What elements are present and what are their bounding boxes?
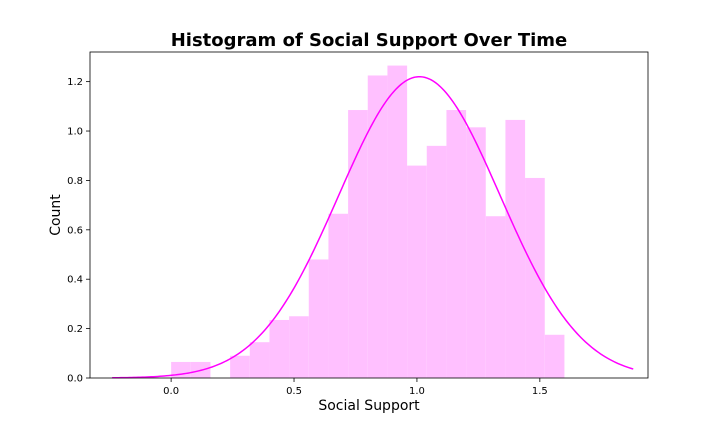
plot-frame bbox=[89, 51, 649, 379]
histogram-bar-7 bbox=[308, 259, 329, 378]
y-axis-ticks: 0.0 0.2 0.4 0.6 0.8 1.0 1.2 bbox=[67, 77, 90, 385]
histogram-bar-14 bbox=[446, 110, 467, 379]
histogram-bar-16 bbox=[485, 216, 506, 378]
y-tick-label: 1.0 bbox=[67, 127, 83, 138]
histogram-bar-3 bbox=[230, 355, 250, 378]
y-tick-label: 0.0 bbox=[67, 374, 83, 385]
x-tick-label: 1.5 bbox=[532, 386, 548, 397]
y-tick-label: 0.8 bbox=[67, 176, 83, 187]
histogram-bar-11 bbox=[387, 65, 408, 378]
histogram-bar-17 bbox=[505, 119, 526, 379]
bars-group bbox=[171, 65, 565, 379]
histogram-bar-6 bbox=[289, 316, 309, 378]
density-curve bbox=[112, 75, 634, 379]
histogram-bar-10 bbox=[367, 75, 388, 378]
histogram-bar-13 bbox=[426, 145, 447, 378]
y-tick-label: 0.4 bbox=[67, 275, 83, 286]
x-axis-label: Social Support bbox=[318, 398, 420, 414]
histogram-bar-19 bbox=[544, 334, 565, 378]
histogram-bar-9 bbox=[348, 110, 368, 379]
histogram-bar-12 bbox=[407, 165, 427, 378]
histogram-bar-15 bbox=[466, 127, 486, 378]
histogram-bar-8 bbox=[328, 213, 349, 378]
x-axis-ticks: 0.0 0.5 1.0 1.5 bbox=[163, 378, 548, 397]
x-tick-label: 0.0 bbox=[163, 386, 179, 397]
y-tick-label: 0.2 bbox=[67, 324, 83, 335]
x-tick-label: 1.0 bbox=[409, 386, 425, 397]
y-tick-label: 1.2 bbox=[67, 77, 83, 88]
histogram-bar-18 bbox=[525, 177, 545, 378]
y-axis-label: Count bbox=[48, 194, 64, 236]
x-tick-label: 0.5 bbox=[286, 386, 302, 397]
curve-group bbox=[112, 75, 634, 379]
histogram-bar-4 bbox=[249, 342, 270, 378]
histogram-bar-5 bbox=[269, 319, 290, 378]
chart-title: Histogram of Social Support Over Time bbox=[171, 30, 568, 51]
y-tick-label: 0.6 bbox=[67, 225, 83, 236]
